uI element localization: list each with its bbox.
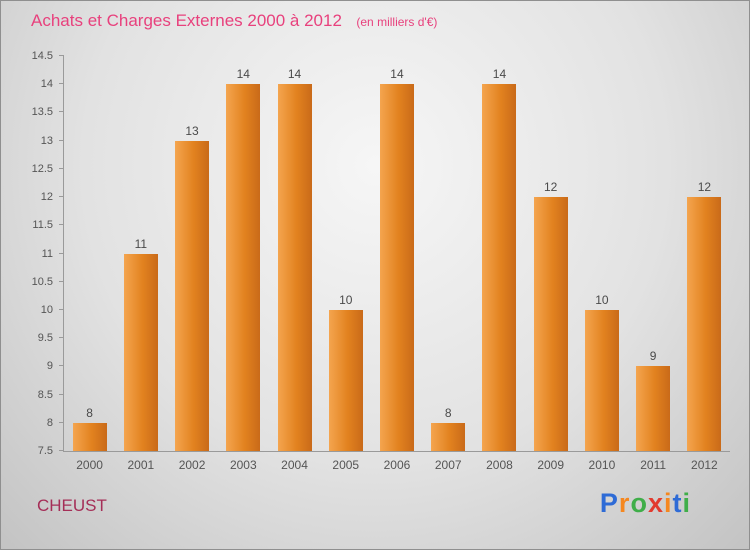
y-tick-mark (59, 167, 64, 169)
logo-letter: o (630, 488, 648, 518)
x-tick-label: 2005 (332, 458, 360, 472)
bar-value-label: 14 (390, 67, 404, 82)
x-tick-label: 2006 (383, 458, 411, 472)
logo-letter: i (682, 488, 691, 518)
logo-letter: t (672, 488, 683, 518)
y-tick-mark (59, 139, 64, 141)
proxiti-logo: Proxiti (600, 488, 691, 519)
x-tick-label: 2002 (178, 458, 206, 472)
y-tick-mark (59, 83, 64, 85)
y-tick-label: 10 (40, 303, 53, 316)
y-tick-mark (59, 252, 64, 254)
y-tick-label: 9.5 (37, 332, 53, 345)
bar-slot: 12 2009 (525, 56, 576, 472)
location-label: CHEUST (37, 496, 107, 515)
bar-slot: 8 2000 (64, 56, 115, 472)
bar-slot: 14 2004 (269, 56, 320, 472)
y-tick-label: 8 (46, 416, 53, 429)
y-tick-mark (59, 224, 64, 226)
bar-value-label: 10 (595, 292, 609, 307)
bar (482, 84, 517, 451)
x-tick-label: 2001 (127, 458, 155, 472)
bar-value-label: 10 (339, 292, 353, 307)
bar-slot: 12 2012 (679, 56, 730, 472)
x-tick-label: 2011 (640, 458, 667, 472)
y-tick-mark (59, 365, 64, 367)
bar (277, 84, 312, 451)
y-tick-label: 13.5 (31, 106, 53, 119)
y-tick-label: 9 (46, 360, 53, 373)
bar-slot: 13 2002 (166, 56, 217, 472)
bar-slot: 14 2008 (474, 56, 525, 472)
bar-slot: 14 2006 (371, 56, 422, 472)
y-tick-mark (59, 280, 64, 282)
bar (379, 84, 414, 451)
bar-slot: 14 2003 (218, 56, 269, 472)
bar (72, 422, 107, 451)
x-tick-label: 2008 (486, 458, 513, 472)
bar (687, 197, 722, 451)
y-tick-mark (59, 393, 64, 395)
bar (175, 140, 210, 451)
y-tick-label: 14 (40, 78, 53, 91)
chart-header: Achats et Charges Externes 2000 à 2012 (… (31, 11, 437, 31)
y-tick-mark (59, 450, 64, 451)
x-tick-label: 2009 (537, 458, 565, 472)
y-tick-label: 11 (41, 247, 53, 260)
y-tick-label: 10.5 (31, 275, 53, 288)
y-tick-mark (59, 308, 64, 310)
bar-value-label: 14 (287, 67, 302, 82)
bar-value-label: 9 (649, 349, 657, 364)
chart-title: Achats et Charges Externes 2000 à 2012 (31, 11, 342, 30)
y-tick-label: 13 (40, 134, 53, 147)
logo-letter: i (663, 488, 673, 518)
chart-subtitle: (en milliers d'€) (356, 15, 438, 29)
y-tick-label: 12 (40, 191, 53, 204)
logo-letter: r (618, 488, 631, 518)
bar-value-label: 8 (86, 405, 93, 420)
bar-value-label: 12 (697, 180, 712, 195)
bar (226, 84, 261, 451)
logo-letter: P (599, 488, 619, 518)
y-tick-mark (59, 196, 64, 198)
y-tick-label: 8.5 (37, 388, 53, 401)
bar-value-label: 11 (134, 236, 148, 251)
x-tick-label: 2012 (691, 458, 718, 472)
bar-value-label: 14 (492, 67, 507, 82)
y-tick-mark (59, 55, 64, 56)
x-tick-label: 2003 (229, 458, 257, 472)
bar (431, 422, 466, 451)
y-tick-mark (59, 421, 64, 423)
bar-slot: 10 2005 (320, 56, 371, 472)
x-tick-label: 2004 (281, 458, 308, 472)
plot-area: 8 2000 11 2001 13 2002 14 2003 14 2004 10 2005 14 200… (59, 55, 730, 472)
y-tick-label: 7.5 (37, 445, 53, 457)
bar (636, 366, 671, 451)
y-tick-mark (59, 111, 64, 113)
y-tick-label: 14.5 (31, 50, 53, 62)
bar-value-label: 8 (444, 405, 452, 420)
logo-letter: x (647, 488, 664, 518)
bar-value-label: 13 (185, 123, 199, 138)
bar (328, 309, 363, 451)
x-tick-label: 2010 (588, 458, 616, 472)
y-tick-label: 12.5 (31, 162, 53, 175)
bar-slot: 9 2011 (628, 56, 679, 472)
x-tick-label: 2007 (434, 458, 462, 472)
bar-slot: 11 2001 (115, 56, 166, 472)
bar-value-label: 14 (236, 67, 250, 82)
bar (123, 253, 158, 451)
y-tick-mark (59, 337, 64, 339)
bar (584, 309, 619, 451)
bar-value-label: 12 (543, 180, 558, 195)
y-axis: 7.5 8 8.5 9 9.5 10 10.5 11 11.5 12 12.5 13 13.5 14 14.… (1, 50, 57, 457)
bar-slot: 10 2010 (576, 56, 627, 472)
y-tick-label: 11.5 (32, 219, 53, 232)
bar-slot: 8 2007 (423, 56, 474, 472)
bar (533, 197, 568, 451)
x-tick-label: 2000 (76, 458, 103, 472)
